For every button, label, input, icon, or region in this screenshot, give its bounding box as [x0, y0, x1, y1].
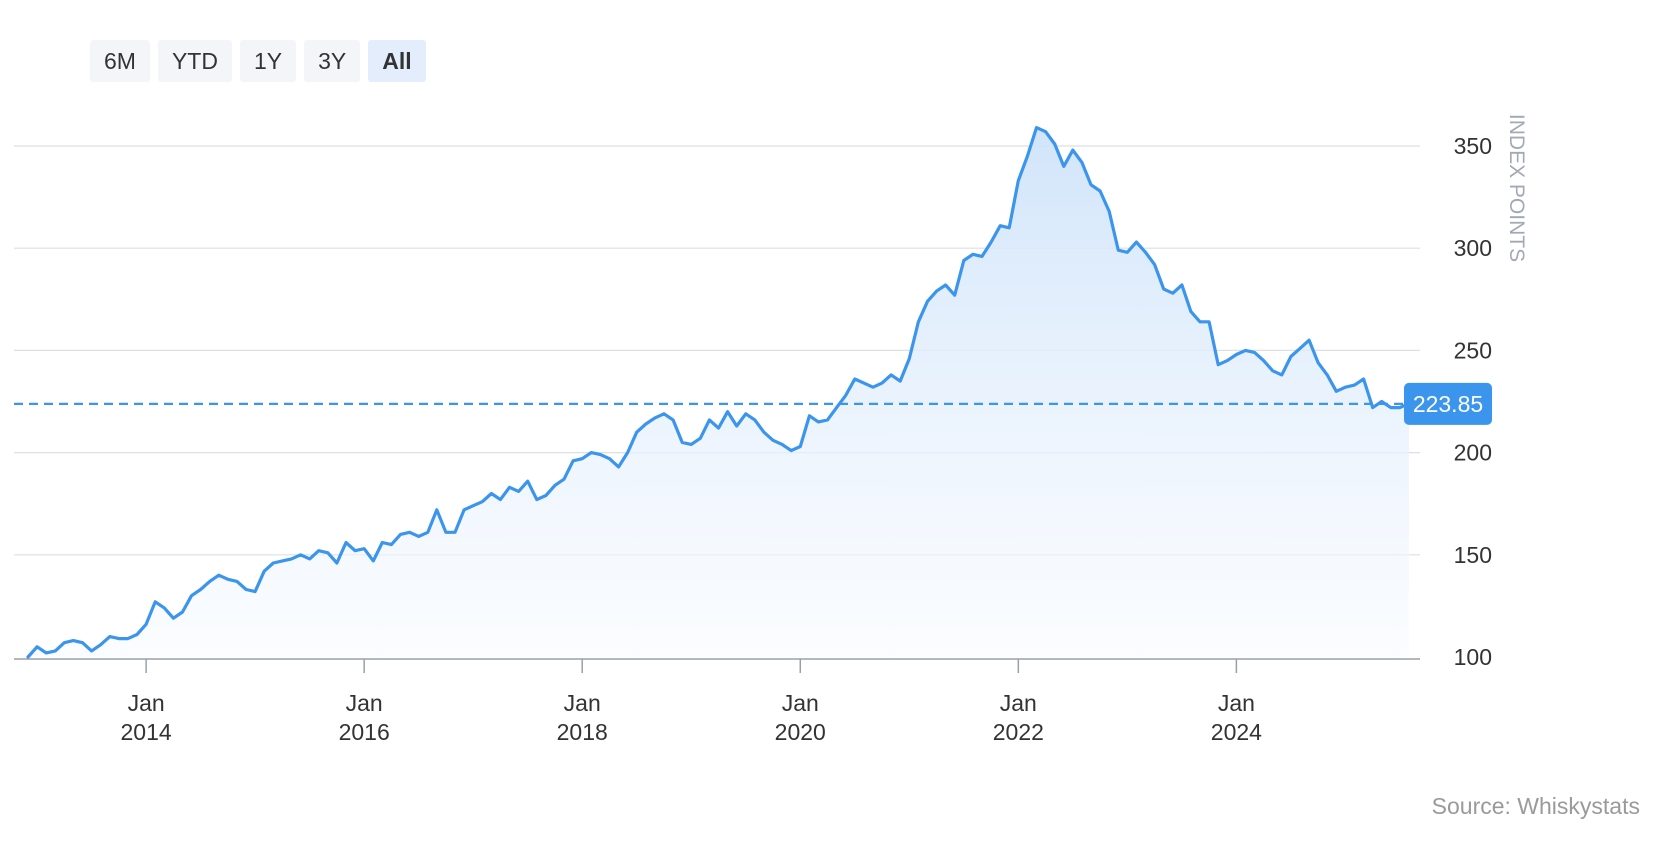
x-tick-month-2014: Jan — [128, 690, 165, 716]
range-button-3y[interactable]: 3Y — [304, 40, 361, 82]
area-fill-layer — [28, 127, 1409, 658]
range-button-1y[interactable]: 1Y — [239, 40, 297, 82]
x-tick-month-2022: Jan — [1000, 690, 1037, 716]
y-tick-label-300: 300 — [1454, 235, 1492, 261]
y-tick-label-200: 200 — [1454, 440, 1492, 466]
range-selector: 6M YTD 1Y 3Y All — [90, 40, 426, 82]
range-button-all[interactable]: All — [368, 40, 426, 82]
x-axis — [14, 658, 1420, 673]
x-tick-year-2014: 2014 — [121, 719, 172, 745]
x-tick-year-2020: 2020 — [775, 719, 826, 745]
series-line — [26, 125, 1411, 659]
source-credit: Source: Whiskystats — [1431, 793, 1640, 819]
x-tick-year-2016: 2016 — [339, 719, 390, 745]
y-tick-label-150: 150 — [1454, 542, 1492, 568]
x-tick-month-2016: Jan — [346, 690, 383, 716]
y-tick-label-250: 250 — [1454, 337, 1492, 363]
x-tick-month-2018: Jan — [564, 690, 601, 716]
range-button-ytd[interactable]: YTD — [157, 40, 232, 82]
range-button-6m[interactable]: 6M — [90, 40, 150, 82]
x-tick-year-2018: 2018 — [557, 719, 608, 745]
y-tick-label-100: 100 — [1454, 644, 1492, 670]
area-fill — [28, 127, 1409, 658]
series-line-layer — [26, 125, 1411, 659]
current-value-label: 223.85 — [1413, 391, 1483, 417]
x-tick-year-2022: 2022 — [993, 719, 1044, 745]
y-axis-title: INDEX POINTS — [1505, 114, 1528, 262]
x-tick-month-2024: Jan — [1218, 690, 1255, 716]
y-tick-label-350: 350 — [1454, 133, 1492, 159]
x-tick-year-2024: 2024 — [1211, 719, 1262, 745]
current-value-badge — [1404, 382, 1492, 425]
axis-labels: 100 150 200 250 300 350 Jan 2014 Jan 2016 Jan 2018 J… — [121, 114, 1528, 745]
x-tick-month-2020: Jan — [782, 690, 819, 716]
current-value-layer: 223.85 — [14, 382, 1492, 425]
